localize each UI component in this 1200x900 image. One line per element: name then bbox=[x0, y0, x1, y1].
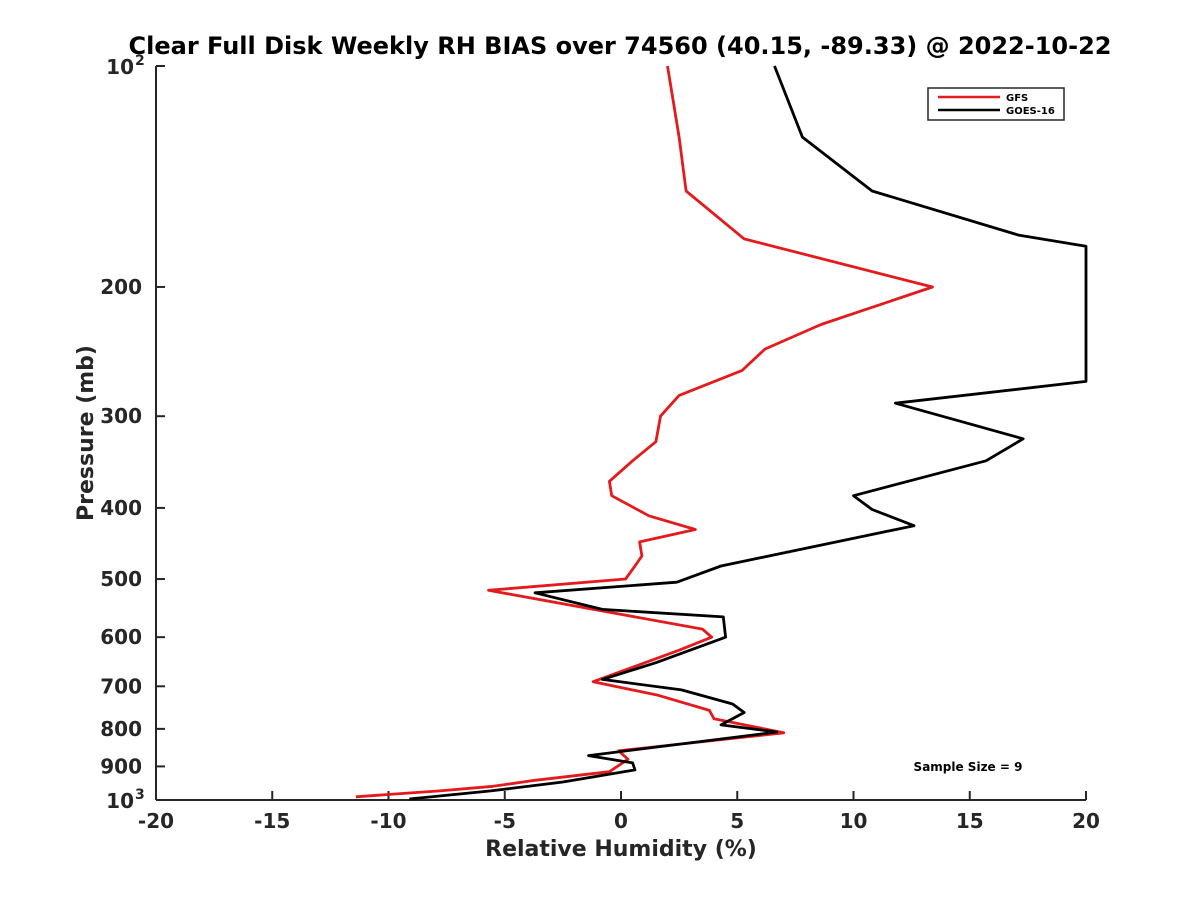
y-tick-label: 800 bbox=[100, 717, 142, 741]
x-tick-label: -20 bbox=[138, 809, 174, 833]
plot-area bbox=[155, 66, 1086, 801]
x-tick-label: 20 bbox=[1072, 809, 1100, 833]
x-tick-label: 15 bbox=[956, 809, 984, 833]
y-tick-label: 900 bbox=[100, 754, 142, 778]
y-tick-label: 300 bbox=[100, 404, 142, 428]
y-tick-label: 400 bbox=[100, 496, 142, 520]
x-tick-label: 0 bbox=[614, 809, 628, 833]
y-axis-label: Pressure (mb) bbox=[74, 345, 99, 521]
x-tick-label: 5 bbox=[730, 809, 744, 833]
chart-title: Clear Full Disk Weekly RH BIAS over 7456… bbox=[129, 32, 1112, 60]
x-tick-label: -10 bbox=[370, 809, 406, 833]
y-tick-exponent: 2 bbox=[135, 53, 145, 69]
y-tick-exponent: 3 bbox=[135, 787, 145, 803]
x-tick-label: -15 bbox=[254, 809, 290, 833]
y-tick-label: 600 bbox=[100, 625, 142, 649]
legend-box bbox=[927, 87, 1065, 121]
legend: GFS GOES-16 bbox=[927, 87, 1065, 121]
y-tick-label: 10 bbox=[106, 55, 134, 79]
y-tick-label: 500 bbox=[100, 567, 142, 591]
x-ticks: -20 -15 -10 -5 0 5 10 15 20 bbox=[138, 791, 1100, 833]
y-tick-label: 10 bbox=[106, 789, 134, 813]
series-line-gfs bbox=[355, 65, 934, 799]
series-line-goes16 bbox=[409, 65, 1088, 801]
x-tick-label: -5 bbox=[494, 809, 516, 833]
legend-label-gfs: GFS bbox=[1006, 93, 1028, 104]
sample-size-annotation: Sample Size = 9 bbox=[914, 760, 1023, 774]
x-tick-label: 10 bbox=[840, 809, 868, 833]
y-tick-label: 200 bbox=[100, 275, 142, 299]
y-tick-label: 700 bbox=[100, 674, 142, 698]
series-layer bbox=[355, 65, 1088, 801]
x-axis-label: Relative Humidity (%) bbox=[485, 837, 757, 862]
legend-label-goes16: GOES-16 bbox=[1006, 106, 1055, 117]
